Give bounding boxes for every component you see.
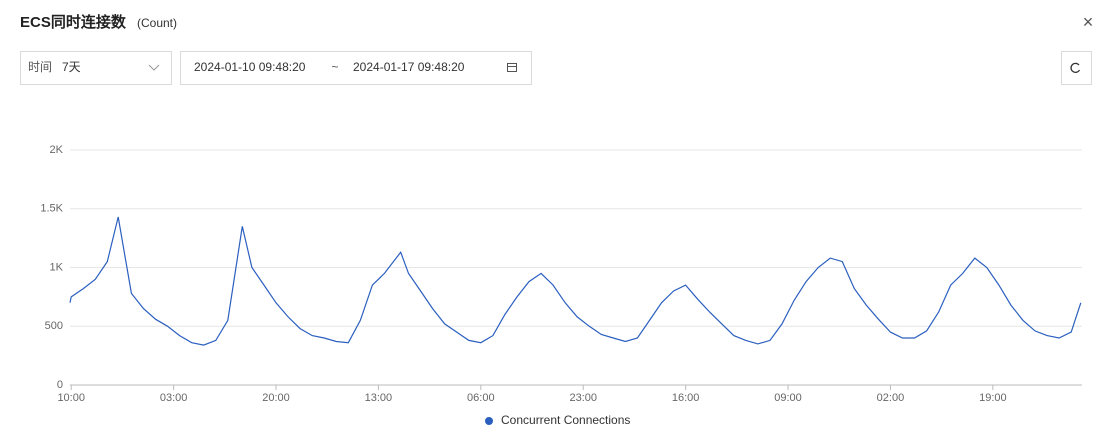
x-tick-label: 02:00 [877, 392, 905, 404]
unit: (Count) [137, 16, 177, 30]
x-tick-label: 13:00 [365, 392, 393, 404]
period-value: 7天 [62, 60, 81, 74]
title: ECS同时连接数 [20, 13, 127, 31]
y-tick-label: 2K [50, 144, 64, 156]
legend-label: Concurrent Connections [501, 413, 630, 427]
y-tick-label: 500 [45, 320, 63, 332]
x-tick-label: 10:00 [57, 392, 85, 404]
refresh-button[interactable] [1061, 51, 1092, 85]
period-label: 时间 [28, 60, 52, 74]
separator: ~ [331, 60, 338, 74]
close-button[interactable]: × [1083, 12, 1094, 32]
x-tick-label: 03:00 [160, 392, 188, 404]
plot: 0 500 1K 1.5K 2K 10:00 03:00 20:00 13:00 06:00 23:… [40, 144, 1082, 404]
chevron [148, 64, 160, 71]
calendar-icon [507, 63, 517, 72]
start-date: 2024-01-10 09:48:20 [194, 60, 306, 74]
series-line [69, 216, 1082, 346]
y-tick-label: 1.5K [40, 203, 63, 215]
x-tick-label: 20:00 [262, 392, 290, 404]
period-select[interactable] [20, 51, 172, 85]
y-tick-label: 0 [57, 379, 63, 391]
x-tick-label: 06:00 [467, 392, 495, 404]
refresh-icon [1070, 62, 1081, 73]
end-date: 2024-01-17 09:48:20 [353, 60, 465, 74]
x-tick-label: 19:00 [979, 392, 1007, 404]
x-tick-label: 16:00 [672, 392, 700, 404]
legend-marker [485, 417, 493, 425]
date-range[interactable] [180, 51, 532, 85]
x-tick-label: 09:00 [774, 392, 802, 404]
y-tick-label: 1K [50, 261, 64, 273]
x-tick-label: 23:00 [569, 392, 597, 404]
